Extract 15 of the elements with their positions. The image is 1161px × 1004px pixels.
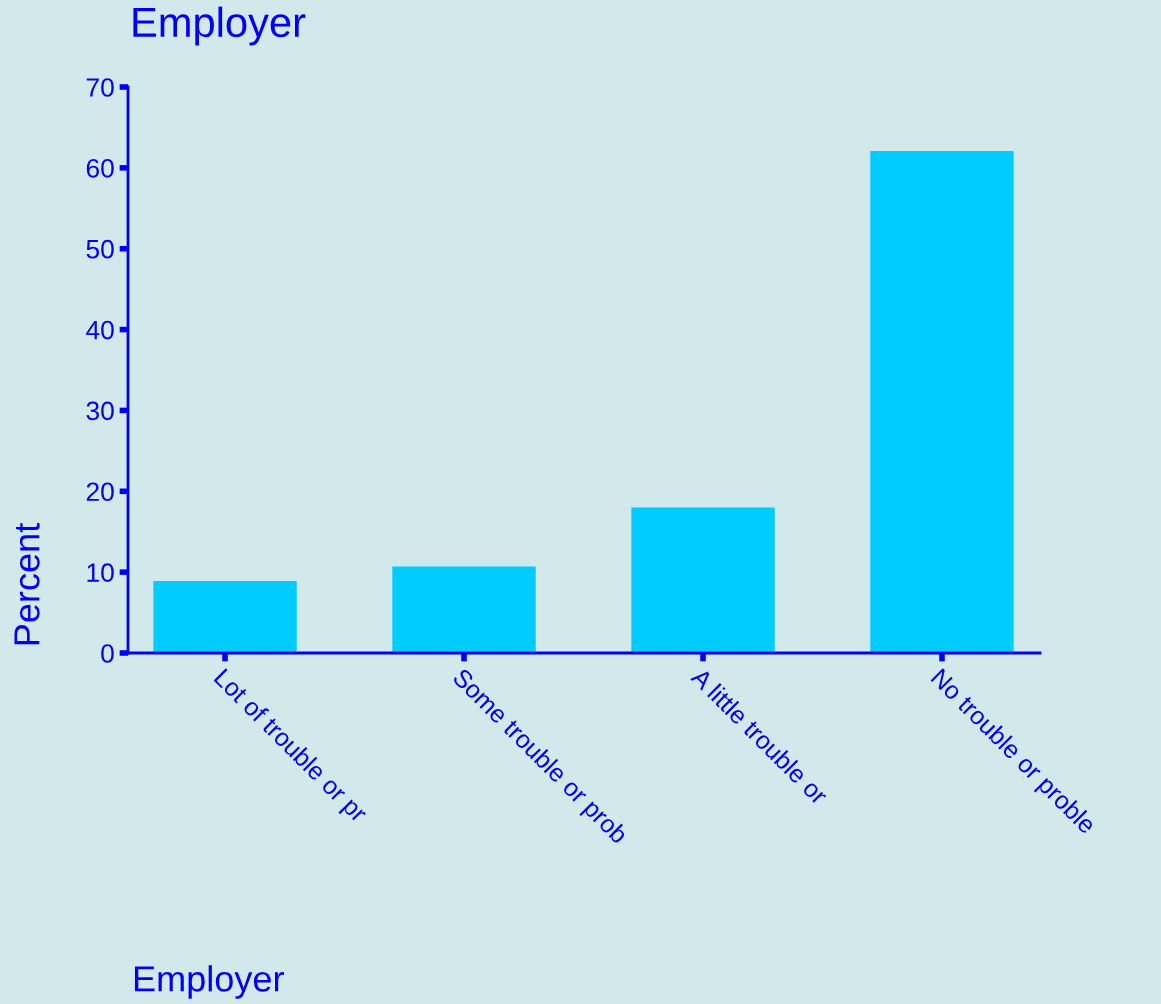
- y-tick-label: 50: [86, 239, 114, 259]
- bar: [153, 581, 297, 653]
- y-tick-label: 60: [86, 158, 114, 178]
- bar: [392, 566, 536, 653]
- y-axis-title: Percent: [14, 523, 40, 645]
- y-tick-label: 0: [101, 644, 114, 663]
- bar: [870, 150, 1014, 653]
- y-tick-label: 20: [86, 482, 114, 502]
- bar: [631, 507, 775, 653]
- y-tick-label: 10: [87, 563, 114, 582]
- y-tick-label: 30: [86, 401, 114, 421]
- x-axis-title: Employer: [134, 965, 284, 999]
- chart-title: Employer: [133, 6, 306, 46]
- y-tick-label: 40: [86, 320, 114, 340]
- y-tick-label: 70: [86, 78, 114, 97]
